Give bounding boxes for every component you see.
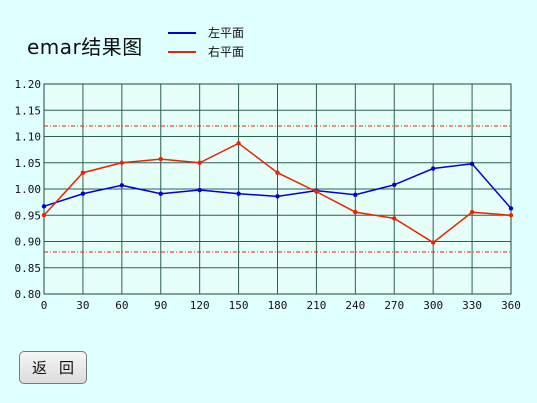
data-point-0 [236,191,241,196]
data-point-1 [275,170,280,175]
x-tick-label: 120 [190,299,210,312]
y-tick-label: 1.20 [15,78,42,91]
data-point-0 [41,204,47,209]
y-tick-label: 1.10 [15,131,42,144]
line-chart: 0.80 0.85 0.90 0.95 1.00 1.05 1.10 1.15 1.20 0 30 6… [15,78,521,312]
data-point-0 [353,192,358,197]
x-tick-label: 210 [306,299,326,312]
data-point-1 [80,170,86,175]
data-point-1 [236,141,241,146]
x-tick-label: 60 [115,299,128,312]
legend-label-left: 左平面 [208,26,245,40]
y-tick-label: 1.15 [15,104,42,117]
x-tick-label: 360 [501,299,521,312]
y-tick-label: 1.00 [15,183,42,196]
data-point-0 [275,194,280,199]
y-tick-label: 0.85 [15,262,42,275]
data-point-1 [430,240,436,245]
data-point-1 [197,160,202,165]
x-tick-label: 150 [229,299,249,312]
data-point-1 [353,209,358,215]
data-point-0 [197,187,202,193]
data-point-1 [392,216,397,221]
chart-title: emar结果图 [27,35,143,59]
x-tick-label: 330 [462,299,482,312]
x-tick-label: 90 [154,299,167,312]
legend-swatch-right [168,51,196,53]
data-point-0 [508,206,514,211]
y-tick-label: 0.90 [15,236,42,249]
y-tick-label: 0.80 [15,288,42,301]
data-point-1 [469,209,475,215]
x-tick-label: 30 [76,299,89,312]
legend-label-right: 右平面 [208,45,245,59]
data-point-0 [392,182,397,187]
back-button[interactable]: 返回 [19,351,87,384]
x-tick-label: 0 [41,299,48,312]
data-point-0 [80,191,86,196]
data-point-1 [41,213,47,218]
plot-border [43,83,512,295]
legend-swatch-left [168,32,196,34]
data-point-1 [119,160,125,165]
data-point-1 [314,189,319,194]
data-point-0 [119,183,125,188]
x-tick-label: 300 [423,299,443,312]
data-point-0 [430,166,436,171]
data-point-1 [508,213,514,218]
y-tick-label: 1.05 [15,157,42,170]
y-tick-label: 0.95 [15,209,42,222]
data-point-0 [158,191,163,196]
x-tick-label: 270 [384,299,404,312]
x-tick-label: 180 [268,299,288,312]
x-tick-label: 240 [345,299,365,312]
data-point-0 [469,161,475,166]
data-point-1 [158,156,163,162]
